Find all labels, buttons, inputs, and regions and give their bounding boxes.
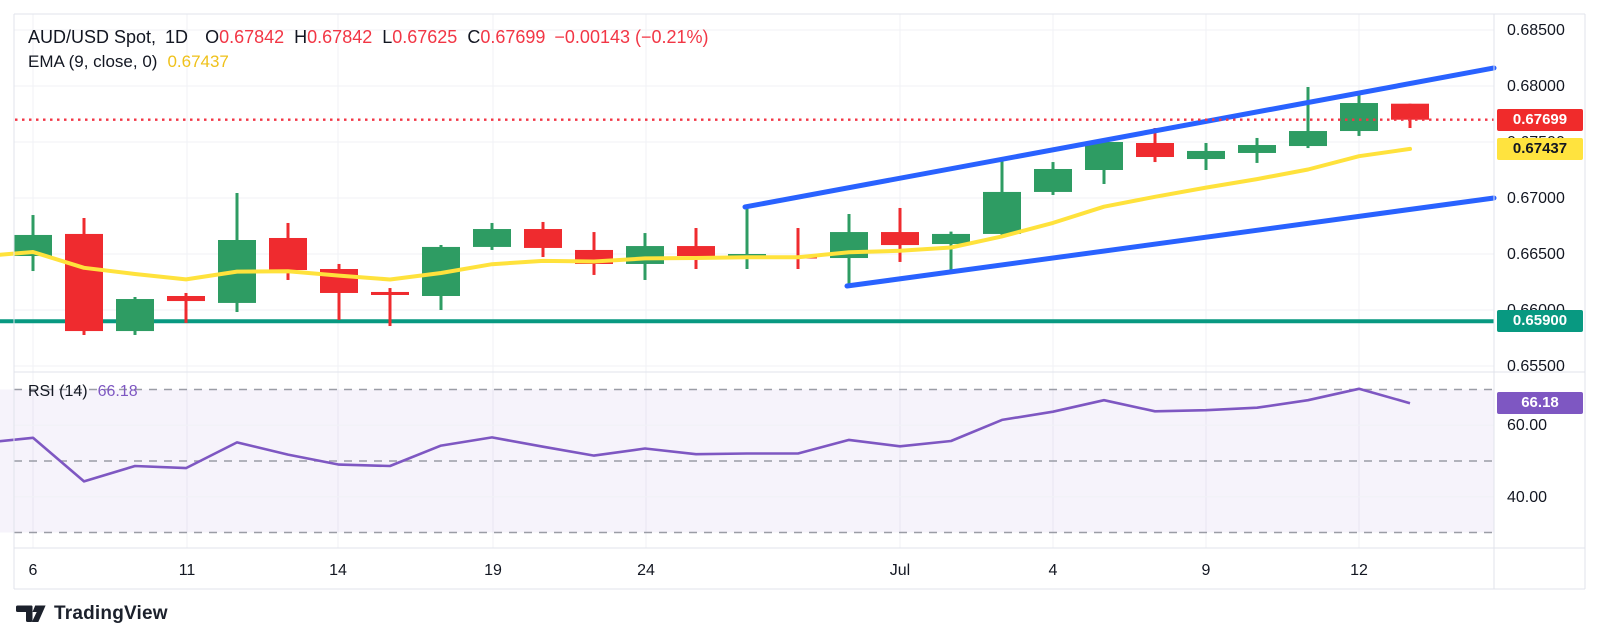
price-axis-label: 0.68500	[1507, 22, 1565, 39]
last-price-badge: 0.67699	[1497, 108, 1583, 131]
candle-body	[167, 296, 205, 302]
rsi-value-badge: 66.18	[1497, 392, 1583, 415]
rsi-axis-label: 60.00	[1507, 417, 1548, 435]
candle-down[interactable]	[575, 232, 613, 275]
timeframe-label[interactable]: 1D	[165, 27, 189, 47]
candle-down[interactable]	[167, 292, 205, 323]
price-axis-label: 0.65500	[1507, 358, 1565, 375]
time-axis-label[interactable]: 14	[329, 562, 347, 579]
candle-body	[1289, 131, 1327, 147]
candle-up[interactable]	[116, 297, 154, 335]
tradingview-logo-text: TradingView	[54, 603, 168, 624]
candle-down[interactable]	[677, 228, 715, 270]
rsi-legend[interactable]: RSI (14) 66.18	[28, 383, 138, 401]
candle-up[interactable]	[14, 215, 52, 272]
ohlc-item-L: L0.67625	[382, 27, 458, 47]
candle-up[interactable]	[983, 159, 1021, 237]
candle-down[interactable]	[65, 218, 103, 335]
ema-legend-label[interactable]: EMA (9, close, 0)	[28, 52, 158, 71]
candle-body	[1391, 103, 1429, 120]
candle-up[interactable]	[1085, 138, 1123, 184]
candle-body	[626, 246, 664, 264]
candle-body	[65, 233, 103, 332]
time-axis-label[interactable]: 6	[28, 562, 38, 579]
candle-body	[1238, 145, 1276, 153]
tradingview-logo[interactable]: TradingView	[16, 603, 168, 625]
candle-up[interactable]	[1289, 87, 1327, 149]
rsi-line[interactable]	[0, 387, 1411, 483]
price-axis-label: 0.68000	[1507, 78, 1565, 95]
candle-down[interactable]	[524, 221, 562, 258]
candle-body	[1340, 103, 1378, 132]
time-axis-label[interactable]: Jul	[889, 562, 911, 579]
candle-up[interactable]	[473, 222, 511, 250]
rsi-axis-label: 40.00	[1507, 488, 1548, 506]
candle-down[interactable]	[1136, 128, 1174, 163]
candle-down[interactable]	[269, 222, 307, 280]
candle-down[interactable]	[779, 228, 817, 270]
time-axis-label[interactable]: 12	[1350, 562, 1368, 579]
candle-up[interactable]	[1034, 162, 1072, 195]
candle-up[interactable]	[830, 214, 868, 286]
candle-down[interactable]	[320, 263, 358, 320]
ohlc-item-C: C0.67699	[467, 27, 546, 47]
candle-body	[371, 291, 409, 295]
candle-up[interactable]	[422, 245, 460, 310]
tradingview-logo-icon	[16, 605, 46, 622]
candle-down[interactable]	[1391, 103, 1429, 128]
ema-legend-value: 0.67437	[167, 52, 229, 71]
rsi-legend-value: 66.18	[97, 383, 138, 400]
rsi-legend-label[interactable]: RSI (14)	[28, 383, 88, 400]
candle-body	[983, 191, 1021, 234]
candle-up[interactable]	[218, 192, 256, 313]
price-axis-label: 0.67000	[1507, 190, 1565, 207]
trend-channel-upper-line[interactable]	[742, 65, 1497, 210]
time-axis-label[interactable]: 19	[484, 562, 502, 579]
price-axis-label: 0.66500	[1507, 246, 1565, 263]
candle-body	[1136, 143, 1174, 158]
candle-up[interactable]	[1187, 143, 1225, 170]
candle-body	[1085, 142, 1123, 170]
price-change: −0.00143 (−0.21%)	[554, 27, 709, 47]
candle-body	[1034, 168, 1072, 192]
candle-body	[677, 246, 715, 257]
ema-value-badge: 0.67437	[1497, 138, 1583, 161]
symbol-legend[interactable]: AUD/USD Spot, 1D O0.67842 H0.67842 L0.6762…	[28, 27, 709, 48]
candle-up[interactable]	[728, 207, 766, 270]
candle-up[interactable]	[1340, 92, 1378, 136]
candle-body	[116, 299, 154, 332]
ema-line[interactable]	[0, 146, 1412, 282]
candle-body	[14, 234, 52, 257]
time-axis-label[interactable]: 4	[1048, 562, 1058, 579]
time-axis-label[interactable]: 11	[178, 562, 196, 579]
support-level-badge: 0.65900	[1497, 310, 1583, 333]
candle-body	[473, 229, 511, 247]
candle-down[interactable]	[371, 288, 409, 327]
ema-legend[interactable]: EMA (9, close, 0) 0.67437	[28, 52, 229, 72]
candle-body	[932, 233, 970, 245]
ohlc-values: O0.67842 H0.67842 L0.67625 C0.67699	[205, 27, 545, 48]
candle-up[interactable]	[1238, 137, 1276, 163]
candle-body	[1187, 150, 1225, 160]
time-axis-label[interactable]: 24	[637, 562, 655, 579]
trend-channel-lower-line[interactable]	[844, 195, 1497, 289]
candle-down[interactable]	[881, 207, 919, 262]
candle-body	[881, 232, 919, 246]
time-axis-label[interactable]: 9	[1201, 562, 1211, 579]
ohlc-item-O: O0.67842	[205, 27, 285, 47]
candle-body	[524, 229, 562, 248]
symbol-name[interactable]: AUD/USD Spot,	[28, 27, 157, 47]
candle-body	[269, 237, 307, 271]
candle-up[interactable]	[932, 231, 970, 272]
ohlc-item-H: H0.67842	[294, 27, 373, 47]
